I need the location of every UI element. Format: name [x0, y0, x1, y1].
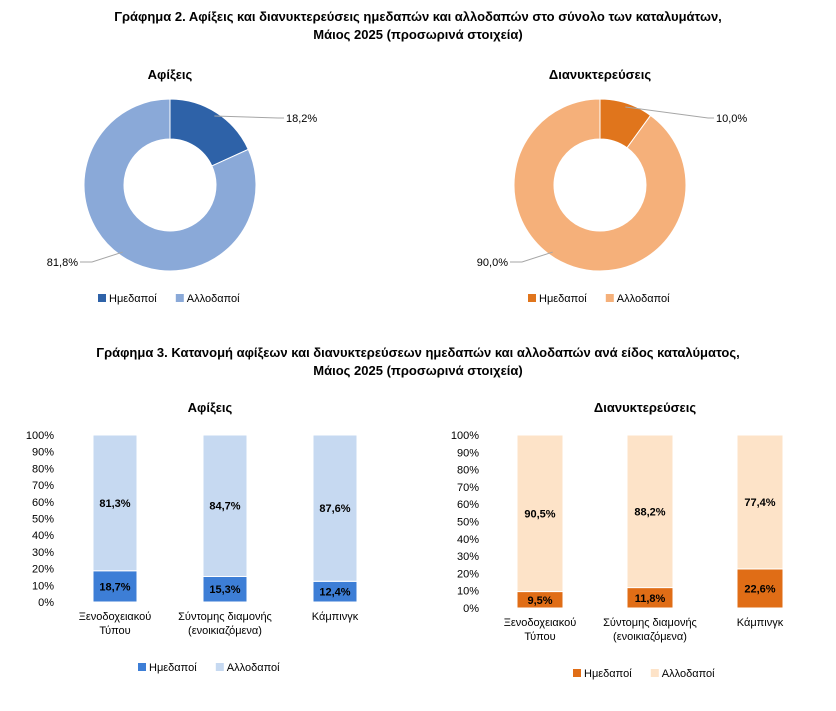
bars1-datalabel-domestic-1: 18,7%	[99, 581, 130, 593]
donut1-leader-2	[80, 251, 123, 263]
bars1-ytick-9: 90%	[32, 447, 54, 459]
bars2-ytick-6: 60%	[457, 499, 479, 511]
donut1-legend-label-2: Αλλοδαποί	[187, 293, 240, 305]
figure2-title-line2: Μάιος 2025 (προσωρινά στοιχεία)	[313, 27, 523, 42]
bars1-xtick-1-1: Ξενοδοχειακού	[79, 611, 152, 623]
figure3-title-line1: Γράφημα 3. Κατανομή αφίξεων και διανυκτε…	[96, 345, 740, 360]
bars2-ytick-1: 10%	[457, 586, 479, 598]
bar-chart-arrivals: Αφίξεις 0% 10% 20% 30% 40% 50% 60% 70% 80% 90% 100%…	[26, 400, 359, 674]
bars2-bar-foreign-2	[626, 434, 674, 589]
donut2-title: Διανυκτερεύσεις	[549, 67, 651, 82]
bars1-ytick-4: 40%	[32, 530, 54, 542]
donut2-legend-label-1: Ημεδαποί	[539, 293, 587, 305]
bars1-bar-domestic-2	[202, 575, 248, 603]
bars1-datalabel-foreign-1: 81,3%	[99, 498, 130, 510]
donut2-leader-2	[510, 251, 553, 263]
figure2-title-line1: Γράφημα 2. Αφίξεις και διανυκτερεύσεις η…	[114, 9, 722, 24]
donut2-legend-swatch-2	[605, 294, 614, 302]
bars1-ytick-5: 50%	[32, 514, 54, 526]
bars2-legend-label-1: Ημεδαποί	[584, 668, 632, 680]
donut1-legend-swatch-1	[98, 294, 106, 302]
bars1-ytick-3: 30%	[32, 547, 54, 559]
bars2-xtick-3-1: Κάμπινγκ	[737, 617, 784, 629]
bars1-ytick-1: 10%	[32, 580, 54, 592]
bars2-datalabel-domestic-3: 22,6%	[744, 583, 775, 595]
bars1-legend-swatch-2	[215, 663, 224, 671]
bars1-legend-swatch-1	[138, 663, 146, 671]
bars1-ytick-6: 60%	[32, 497, 54, 509]
figure2-title: Γράφημα 2. Αφίξεις και διανυκτερεύσεις η…	[0, 8, 836, 44]
bars2-title: Διανυκτερεύσεις	[594, 400, 696, 415]
bars1-legend-label-2: Αλλοδαποί	[227, 662, 280, 674]
bars1-xtick-3-1: Κάμπινγκ	[312, 611, 359, 623]
bars2-ytick-2: 20%	[457, 568, 479, 580]
bars1-datalabel-domestic-2: 15,3%	[209, 584, 240, 596]
bars2-ytick-10: 100%	[451, 430, 479, 442]
bars1-xtick-2-1: Σύντομης διαμονής	[178, 611, 272, 623]
bars2-ytick-7: 70%	[457, 482, 479, 494]
bars2-ytick-4: 40%	[457, 534, 479, 546]
bars1-datalabel-domestic-3: 12,4%	[319, 587, 350, 599]
donut2-slice-2	[513, 98, 687, 272]
bars1-ytick-2: 20%	[32, 564, 54, 576]
bars2-ytick-9: 90%	[457, 447, 479, 459]
donut1-title: Αφίξεις	[148, 67, 193, 82]
bars1-ytick-8: 80%	[32, 463, 54, 475]
donut2-label-2: 90,0%	[477, 257, 508, 269]
donut2-label-1: 10,0%	[716, 113, 747, 125]
bars1-ytick-7: 70%	[32, 480, 54, 492]
donut1-label-2: 81,8%	[47, 257, 78, 269]
bars2-datalabel-domestic-1: 9,5%	[527, 595, 552, 607]
bars1-xtick-2-2: (ενοικιαζόμενα)	[188, 625, 262, 637]
bars1-bar-foreign-3	[312, 434, 358, 582]
bars2-bar-foreign-1	[516, 434, 564, 593]
donut1-legend-swatch-2	[175, 294, 184, 302]
donut2-legend-swatch-1	[528, 294, 536, 302]
donut1-leader-1	[214, 115, 284, 119]
bars2-xtick-1-2: Τύπου	[524, 631, 555, 643]
donut1-legend-label-1: Ημεδαποί	[109, 293, 157, 305]
bars2-ytick-0: 0%	[463, 603, 479, 615]
bars2-xtick-1-1: Ξενοδοχειακού	[504, 617, 577, 629]
bars2-datalabel-domestic-2: 11,8%	[635, 593, 666, 605]
donut1-label-1: 18,2%	[286, 113, 317, 125]
bars1-datalabel-foreign-3: 87,6%	[319, 503, 350, 515]
bars2-legend-label-2: Αλλοδαποί	[662, 668, 715, 680]
bars1-bar-foreign-1	[92, 434, 138, 572]
donut1-slice-2	[83, 98, 257, 272]
bars2-xtick-2-1: Σύντομης διαμονής	[603, 617, 697, 629]
bars1-legend-label-1: Ημεδαποί	[149, 662, 197, 674]
donut-chart-overnight: Διανυκτερεύσεις 10,0% 90,0% Ημεδαποί Αλλοδαπ…	[477, 67, 748, 305]
figure3-title: Γράφημα 3. Κατανομή αφίξεων και διανυκτε…	[0, 344, 836, 380]
figure3-title-line2: Μάιος 2025 (προσωρινά στοιχεία)	[313, 363, 523, 378]
bars1-datalabel-foreign-2: 84,7%	[209, 501, 240, 513]
bars2-ytick-8: 80%	[457, 465, 479, 477]
bars2-datalabel-foreign-2: 88,2%	[634, 506, 665, 518]
donut2-leader-1	[625, 106, 714, 119]
bars1-ytick-10: 100%	[26, 430, 54, 442]
bars2-legend-swatch-2	[650, 669, 659, 677]
bars2-ytick-3: 30%	[457, 551, 479, 563]
bars2-bar-foreign-3	[736, 434, 784, 570]
bars1-xtick-1-2: Τύπου	[99, 625, 130, 637]
bars1-bar-foreign-2	[202, 434, 248, 577]
donut2-legend-label-2: Αλλοδαποί	[617, 293, 670, 305]
bars2-datalabel-foreign-1: 90,5%	[524, 508, 555, 520]
bars2-xtick-2-2: (ενοικιαζόμενα)	[613, 631, 687, 643]
bar-chart-overnight: Διανυκτερεύσεις 0% 10% 20% 30% 40% 50% 60% 70% 80…	[451, 400, 784, 680]
bars1-title: Αφίξεις	[188, 400, 233, 415]
bars2-legend-swatch-1	[573, 669, 581, 677]
bars2-datalabel-foreign-3: 77,4%	[744, 497, 775, 509]
donut-chart-arrivals: Αφίξεις 18,2% 81,8% Ημεδαποί Αλλοδαποί	[47, 67, 318, 305]
bars2-ytick-5: 50%	[457, 517, 479, 529]
bars1-ytick-0: 0%	[38, 597, 54, 609]
